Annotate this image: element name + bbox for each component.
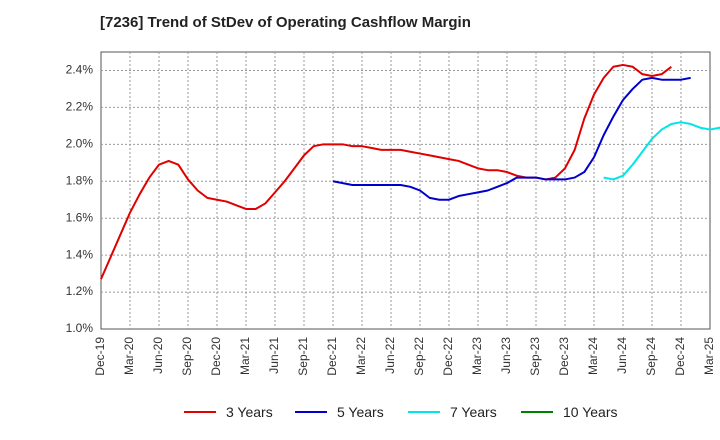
x-tick-label: Sep-20 — [180, 337, 194, 376]
series-line-5-years — [332, 76, 691, 201]
x-tick-label: Dec-19 — [93, 337, 107, 376]
y-tick-label: 1.4% — [66, 247, 94, 261]
series-line-3-years — [100, 63, 672, 280]
legend-label-7-years: 7 Years — [450, 404, 497, 420]
x-tick-label: Mar-24 — [586, 337, 600, 375]
x-tick-label: Jun-21 — [267, 337, 281, 374]
legend-label-5-years: 5 Years — [337, 404, 384, 420]
legend-item-5-years: 5 Years — [295, 404, 384, 420]
plot-area — [100, 51, 711, 330]
legend-item-3-years: 3 Years — [184, 404, 273, 420]
series-line-7-years — [603, 121, 720, 181]
x-tick-label: Jun-23 — [499, 337, 513, 374]
x-tick-label: Sep-22 — [412, 337, 426, 376]
legend-item-10-years: 10 Years — [521, 404, 618, 420]
x-tick-label: Mar-25 — [702, 337, 716, 375]
x-tick-label: Jun-24 — [615, 337, 629, 374]
x-tick-label: Mar-21 — [238, 337, 252, 375]
x-tick-label: Dec-23 — [557, 337, 571, 376]
y-tick-label: 2.4% — [66, 63, 94, 77]
x-tick-label: Sep-23 — [528, 337, 542, 376]
y-tick-label: 2.2% — [66, 100, 94, 114]
x-tick-label: Jun-22 — [383, 337, 397, 374]
legend-swatch-7-years — [408, 411, 440, 413]
axis-layer: Dec-19 Mar-20 Jun-20 Sep-20 Dec-20 Mar-21 Jun-… — [66, 63, 717, 376]
x-tick-label: Sep-24 — [644, 337, 658, 376]
legend-label-3-years: 3 Years — [226, 404, 273, 420]
grid-layer — [101, 52, 710, 329]
x-tick-label: Mar-22 — [354, 337, 368, 375]
x-tick-label: Sep-21 — [296, 337, 310, 376]
y-tick-label: 1.8% — [66, 173, 94, 187]
y-tick-label: 1.6% — [66, 210, 94, 224]
legend-item-7-years: 7 Years — [408, 404, 497, 420]
legend-label-10-years: 10 Years — [563, 404, 618, 420]
x-tick-label: Dec-22 — [441, 337, 455, 376]
y-tick-label: 1.0% — [66, 321, 94, 335]
x-tick-label: Mar-23 — [470, 337, 484, 375]
legend-swatch-10-years — [521, 411, 553, 413]
legend: 3 Years 5 Years 7 Years 10 Years — [0, 404, 720, 426]
legend-swatch-5-years — [295, 411, 327, 413]
series-layer — [100, 63, 720, 280]
legend-swatch-3-years — [184, 411, 216, 413]
y-tick-label: 2.0% — [66, 137, 94, 151]
x-tick-label: Dec-21 — [325, 337, 339, 376]
x-tick-label: Jun-20 — [151, 337, 165, 374]
y-tick-label: 1.2% — [66, 284, 94, 298]
x-tick-label: Mar-20 — [122, 337, 136, 375]
chart-title: [7236] Trend of StDev of Operating Cashf… — [100, 14, 471, 31]
x-tick-label: Dec-24 — [673, 337, 687, 376]
x-tick-label: Dec-20 — [209, 337, 223, 376]
